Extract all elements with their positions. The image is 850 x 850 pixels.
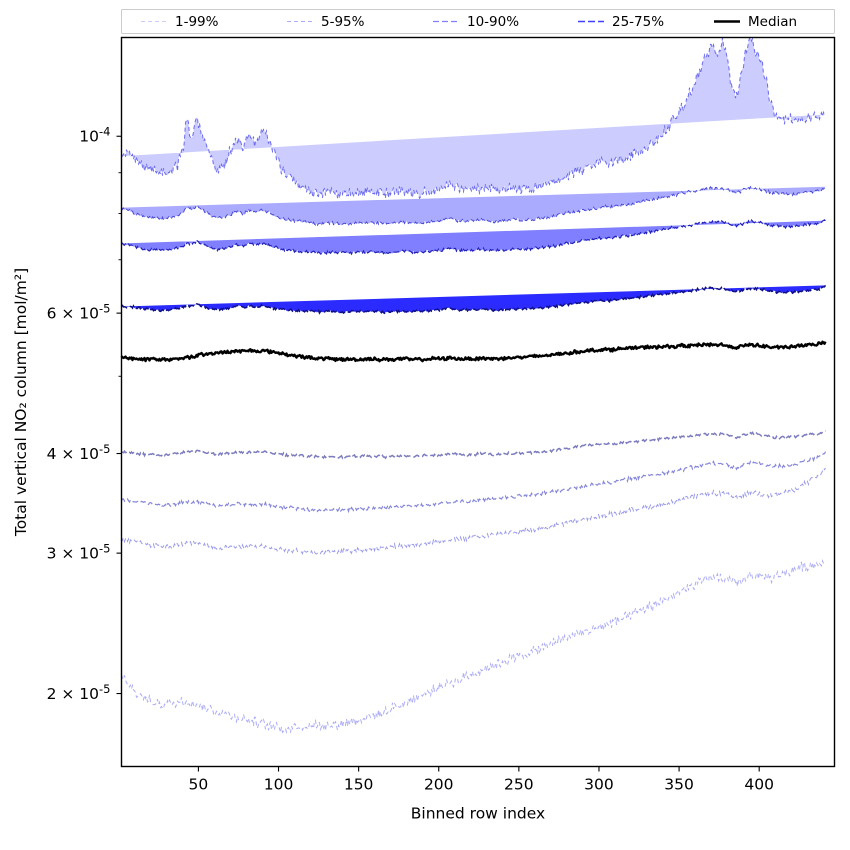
band-edge-upper-10-90% bbox=[121, 219, 826, 256]
percentile-bands bbox=[120, 36, 827, 734]
x-tick-label-300: 300 bbox=[584, 776, 614, 794]
median-series-line bbox=[120, 340, 827, 363]
y-tick-label: 6 × 10-5 bbox=[47, 302, 111, 323]
band-1-99% bbox=[121, 37, 826, 199]
band-edge-lower-10-90% bbox=[120, 451, 827, 514]
x-tick-label-150: 150 bbox=[344, 776, 374, 794]
x-axis-label: Binned row index bbox=[411, 805, 545, 823]
band-25-75% bbox=[121, 285, 826, 314]
legend-label-10-90%: 10-90% bbox=[467, 14, 519, 30]
band-edge-lower-1-99% bbox=[121, 559, 826, 734]
x-tick-label-50: 50 bbox=[189, 776, 209, 794]
legend-frame bbox=[121, 9, 835, 34]
y-tick-label: 2 × 10-5 bbox=[47, 682, 111, 703]
y-axis-label: Total vertical NO₂ column [mol/m²] bbox=[12, 268, 30, 537]
band-5-95% bbox=[121, 186, 826, 226]
band-10-90% bbox=[121, 219, 826, 255]
x-tick-label-200: 200 bbox=[424, 776, 454, 794]
median-line bbox=[120, 340, 827, 363]
axis-labels: 50 100 150 200 250 300 350 400 10-4 6 × 10-5 4 × 1… bbox=[12, 125, 774, 823]
x-tick-label-400: 400 bbox=[744, 776, 774, 794]
x-tick-label-250: 250 bbox=[504, 776, 534, 794]
legend-label-25-75%: 25-75% bbox=[612, 14, 664, 30]
band-edge-upper-1-99% bbox=[121, 36, 826, 200]
band-edge-lower-5-95% bbox=[121, 467, 826, 556]
y-tick-label: 3 × 10-5 bbox=[47, 542, 111, 563]
y-tick-label: 4 × 10-5 bbox=[47, 442, 111, 463]
band-edge-lower-25-75% bbox=[121, 430, 826, 460]
chart-legend: 1-99% 5-95% 10-90% 25-75% Median bbox=[121, 9, 835, 34]
legend-label-5-95%: 5-95% bbox=[321, 14, 365, 30]
axes-spines bbox=[120, 36, 836, 768]
x-tick-label-100: 100 bbox=[264, 776, 294, 794]
band-edge-upper-5-95% bbox=[121, 185, 826, 227]
legend-label-Median: Median bbox=[748, 14, 797, 30]
axes-layer bbox=[116, 36, 836, 772]
x-tick-label-350: 350 bbox=[664, 776, 694, 794]
band-edge-upper-25-75% bbox=[120, 284, 827, 315]
legend-label-1-99%: 1-99% bbox=[175, 14, 219, 30]
y-tick-label: 10-4 bbox=[79, 125, 110, 146]
